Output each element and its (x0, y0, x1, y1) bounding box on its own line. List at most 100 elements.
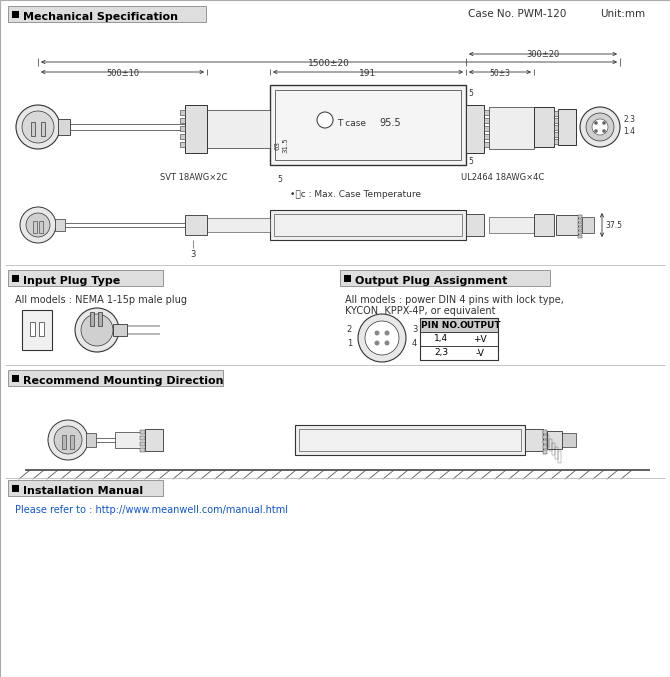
Bar (98, 312, 102, 326)
Bar (578, 231, 582, 234)
Bar (489, 217, 534, 233)
Bar (554, 132, 558, 137)
Circle shape (54, 426, 82, 454)
Bar (582, 217, 594, 233)
Text: +V: +V (473, 334, 487, 343)
Bar (140, 448, 145, 452)
Bar (543, 445, 547, 449)
Bar (543, 430, 547, 434)
Text: Unit:mm: Unit:mm (600, 9, 645, 19)
Bar (62, 435, 66, 449)
Bar (30, 322, 35, 336)
Bar (555, 447, 558, 459)
Bar (12, 374, 19, 382)
Bar (420, 346, 498, 360)
Bar (207, 110, 270, 148)
Circle shape (602, 129, 606, 133)
Bar (484, 110, 489, 115)
Bar (180, 134, 185, 139)
Circle shape (75, 308, 119, 352)
Bar (90, 312, 94, 326)
Text: T case: T case (337, 118, 366, 127)
Text: 1.4: 1.4 (623, 127, 635, 135)
Text: 2,3: 2,3 (434, 349, 448, 357)
Bar (554, 139, 558, 144)
Bar (185, 105, 207, 153)
Bar (556, 215, 578, 235)
Bar (543, 431, 546, 443)
Bar (578, 223, 582, 226)
Circle shape (358, 314, 406, 362)
Text: 63: 63 (275, 141, 281, 150)
Circle shape (602, 121, 606, 125)
Bar (140, 442, 145, 446)
Bar (554, 118, 558, 123)
Bar (12, 485, 19, 492)
Bar (140, 430, 145, 434)
Bar (525, 429, 543, 451)
Text: 95.5: 95.5 (379, 118, 401, 128)
Circle shape (385, 330, 389, 336)
Bar (484, 126, 489, 131)
Bar (552, 443, 555, 455)
Text: 50±3: 50±3 (490, 69, 511, 78)
Bar (466, 214, 484, 236)
Bar (549, 439, 552, 451)
Bar (340, 270, 550, 286)
Bar (484, 118, 489, 123)
Bar (8, 6, 206, 22)
Bar (8, 480, 163, 496)
Bar (484, 134, 489, 139)
Circle shape (580, 107, 620, 147)
Bar (31, 122, 35, 136)
Bar (562, 433, 576, 447)
Bar (344, 274, 351, 282)
Text: 500±10: 500±10 (106, 69, 139, 78)
Bar (39, 221, 43, 233)
Bar (578, 227, 582, 230)
Bar (558, 109, 576, 145)
Bar (140, 436, 145, 440)
Bar (543, 435, 547, 439)
Bar (547, 431, 562, 449)
Bar (145, 429, 163, 451)
Text: Recommend Mounting Direction: Recommend Mounting Direction (23, 376, 224, 387)
Bar (275, 90, 461, 160)
Circle shape (20, 207, 56, 243)
Bar (534, 107, 554, 147)
Bar (55, 219, 65, 231)
Circle shape (594, 121, 598, 125)
Text: All models : power DIN 4 pins with lock type,: All models : power DIN 4 pins with lock … (345, 295, 564, 305)
Text: 300±20: 300±20 (527, 50, 559, 59)
Circle shape (592, 119, 608, 135)
Bar (8, 270, 163, 286)
Text: Output Plug Assignment: Output Plug Assignment (355, 276, 507, 286)
Text: 2.3: 2.3 (623, 114, 635, 123)
Bar (554, 111, 558, 116)
Text: 5: 5 (468, 158, 473, 167)
Bar (185, 215, 207, 235)
Bar (180, 118, 185, 123)
Bar (420, 332, 498, 346)
Text: 3: 3 (190, 250, 196, 259)
Text: 1,4: 1,4 (434, 334, 448, 343)
Bar (578, 215, 582, 218)
Text: Please refer to : http://www.meanwell.com/manual.html: Please refer to : http://www.meanwell.co… (15, 505, 288, 515)
Circle shape (375, 341, 379, 345)
Bar (543, 450, 547, 454)
Bar (546, 435, 549, 447)
Bar (270, 210, 466, 240)
Circle shape (22, 111, 54, 143)
Text: 1500±20: 1500±20 (308, 59, 350, 68)
Bar (12, 274, 19, 282)
Text: tc: tc (322, 114, 328, 123)
Text: 5: 5 (468, 89, 473, 97)
Text: UL2464 18AWG×4C: UL2464 18AWG×4C (461, 173, 544, 182)
Bar (22, 310, 52, 350)
Bar (113, 324, 127, 336)
Text: Case No. PWM-120: Case No. PWM-120 (468, 9, 566, 19)
Bar (180, 142, 185, 147)
Bar (295, 425, 525, 455)
Bar (299, 429, 521, 451)
Bar (554, 125, 558, 130)
